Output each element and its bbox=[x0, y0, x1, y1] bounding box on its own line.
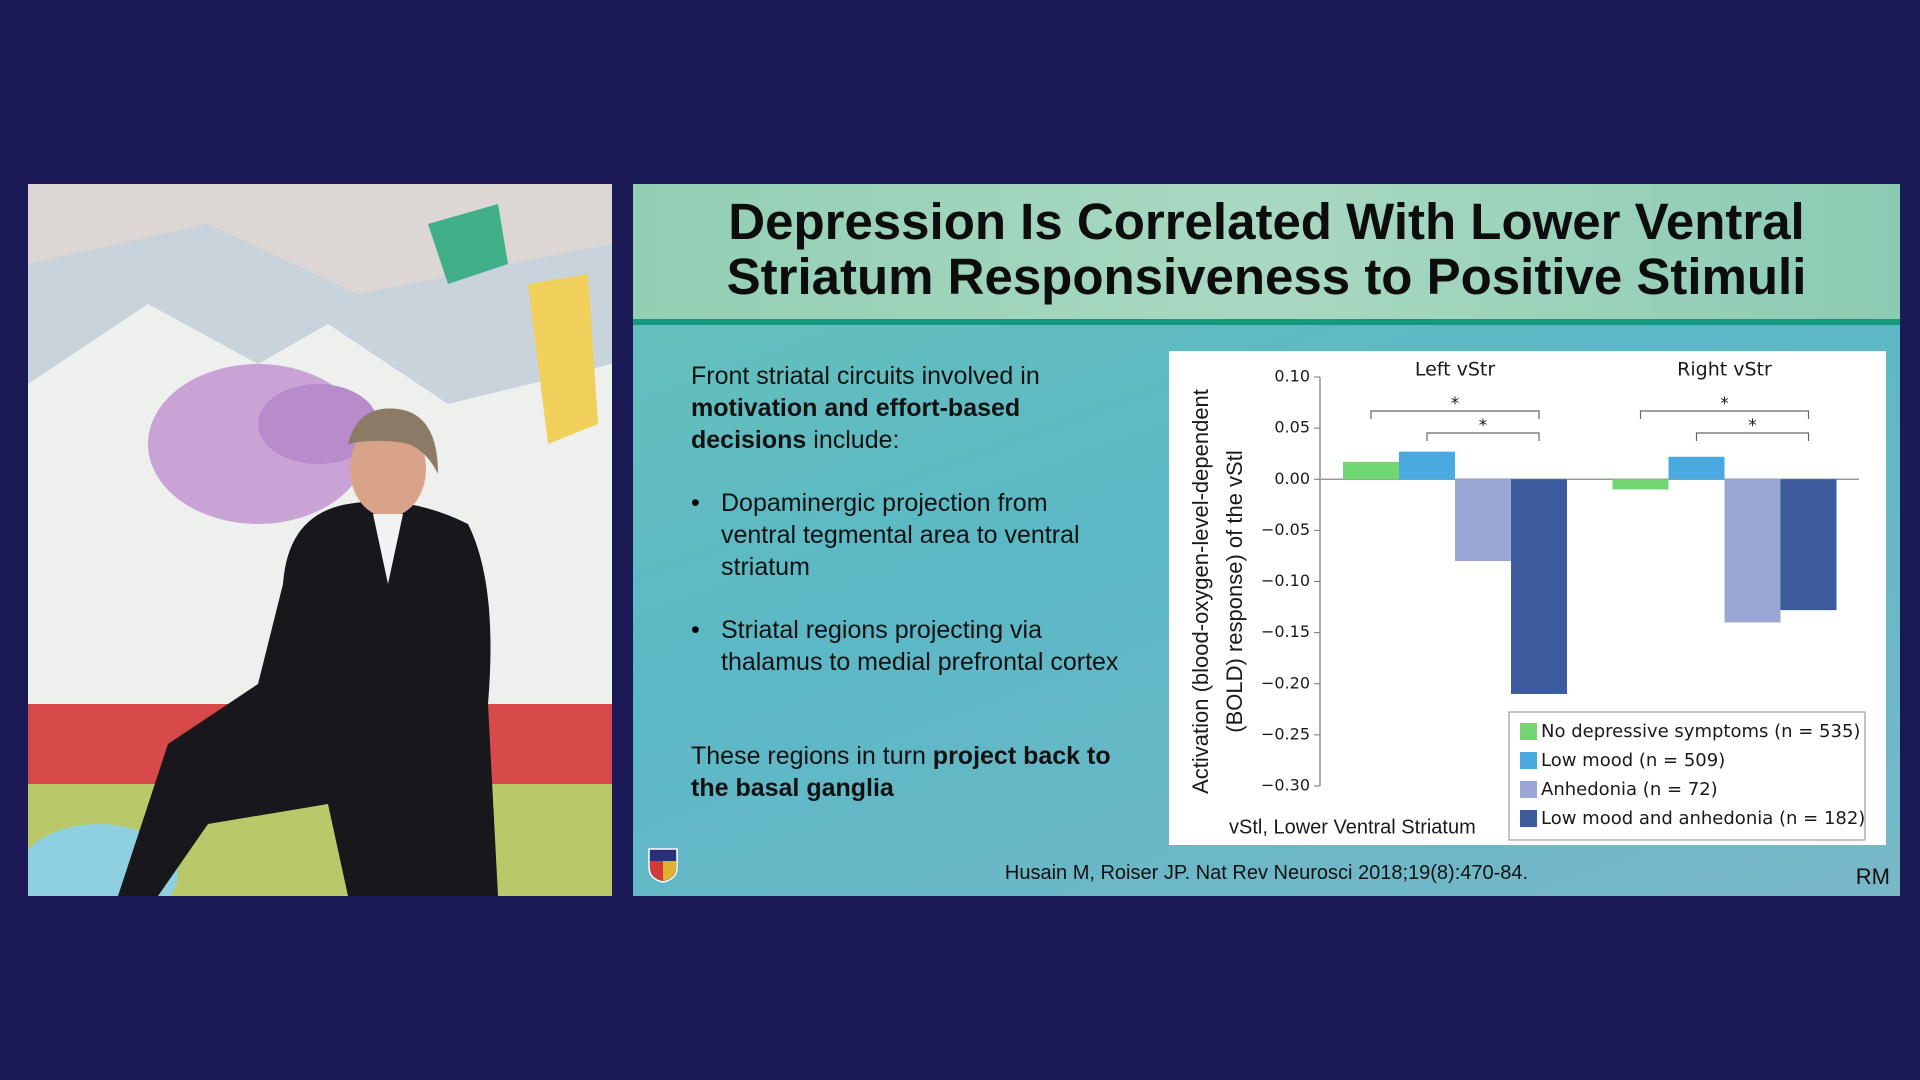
bar bbox=[1511, 479, 1567, 694]
text: include: bbox=[806, 426, 900, 454]
y-tick-label: −0.10 bbox=[1261, 571, 1310, 590]
legend-label: Low mood (n = 509) bbox=[1541, 750, 1725, 771]
presenter-initials: RM bbox=[1855, 864, 1890, 889]
speaker-video bbox=[28, 184, 612, 896]
title-bar bbox=[633, 184, 1900, 325]
intro-text: Front striatal circuits involved in moti… bbox=[691, 360, 1121, 456]
closing-text: These regions in turn project back to th… bbox=[691, 740, 1121, 804]
bar bbox=[1780, 479, 1837, 611]
bar bbox=[1455, 479, 1511, 562]
bar bbox=[1724, 479, 1781, 623]
legend-swatch bbox=[1520, 781, 1537, 798]
legend-swatch bbox=[1520, 752, 1537, 769]
bar bbox=[1612, 479, 1669, 490]
significance-star: * bbox=[1451, 394, 1460, 414]
bullet-dot: • bbox=[691, 489, 700, 517]
bold-text: project back to the basal ganglia bbox=[691, 742, 1111, 802]
legend-label: Low mood and anhedonia (n = 182) bbox=[1541, 808, 1865, 829]
y-tick-label: −0.05 bbox=[1261, 520, 1310, 539]
y-tick-label: 0.00 bbox=[1274, 469, 1310, 488]
bar bbox=[1668, 456, 1725, 480]
significance-star: * bbox=[1479, 416, 1488, 436]
y-tick-label: −0.15 bbox=[1261, 622, 1310, 641]
bar bbox=[1399, 451, 1455, 480]
bullet-text: Striatal regions projecting via thalamus… bbox=[721, 616, 1119, 676]
legend-label: Anhedonia (n = 72) bbox=[1541, 779, 1718, 800]
logo bbox=[648, 848, 678, 883]
bar bbox=[1343, 461, 1399, 480]
y-tick-label: 0.05 bbox=[1274, 418, 1310, 437]
text: Front striatal circuits involved in bbox=[691, 362, 1040, 390]
y-axis-label: Activation (blood-oxygen-level-dependent bbox=[1188, 389, 1213, 794]
text: These regions in turn bbox=[691, 742, 933, 770]
significance-bracket bbox=[1370, 410, 1540, 419]
y-tick-label: −0.25 bbox=[1261, 724, 1310, 743]
legend-swatch bbox=[1520, 723, 1537, 740]
bullet-dot: • bbox=[691, 616, 700, 644]
significance-star: * bbox=[1748, 416, 1757, 436]
citation: Husain M, Roiser JP. Nat Rev Neurosci 20… bbox=[1004, 862, 1529, 884]
significance-star: * bbox=[1720, 394, 1729, 414]
slide-title: Depression Is Correlated With Lower Vent… bbox=[728, 193, 1805, 250]
y-axis-label: (BOLD) response) of the vStl bbox=[1222, 450, 1247, 732]
legend-label: No depressive symptoms (n = 535) bbox=[1541, 721, 1860, 742]
legend-box bbox=[1508, 711, 1866, 841]
significance-bracket bbox=[1426, 432, 1540, 441]
legend-swatch bbox=[1520, 810, 1537, 827]
significance-bracket bbox=[1695, 432, 1810, 441]
bold-text: motivation and effort-based decisions bbox=[691, 394, 1021, 454]
y-tick-label: 0.10 bbox=[1274, 367, 1310, 386]
category-label: Left vStr bbox=[1415, 359, 1496, 381]
category-label: Right vStr bbox=[1677, 359, 1772, 381]
significance-bracket bbox=[1639, 410, 1810, 419]
x-axis-label: vStl, Lower Ventral Striatum bbox=[1229, 816, 1476, 838]
bullet-text: Dopaminergic projection from ventral teg… bbox=[721, 489, 1080, 581]
slide-title: Striatum Responsiveness to Positive Stim… bbox=[726, 248, 1807, 305]
y-tick-label: −0.30 bbox=[1261, 776, 1310, 795]
y-tick-label: −0.20 bbox=[1261, 673, 1310, 692]
